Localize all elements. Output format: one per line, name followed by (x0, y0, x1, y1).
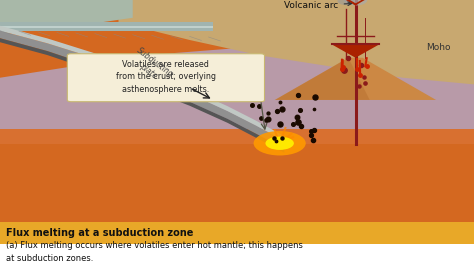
Polygon shape (118, 0, 474, 84)
Polygon shape (0, 0, 474, 222)
Text: Flux melting at a subduction zone: Flux melting at a subduction zone (6, 228, 193, 238)
Circle shape (344, 0, 367, 6)
Circle shape (254, 131, 306, 155)
Polygon shape (0, 31, 284, 149)
Polygon shape (0, 22, 213, 31)
Polygon shape (0, 26, 284, 141)
Polygon shape (0, 38, 284, 153)
Text: Moho: Moho (426, 43, 450, 52)
Polygon shape (0, 26, 213, 28)
FancyBboxPatch shape (0, 244, 474, 266)
FancyBboxPatch shape (67, 54, 264, 102)
Polygon shape (332, 44, 379, 58)
Circle shape (337, 0, 355, 5)
Polygon shape (275, 58, 436, 100)
Circle shape (265, 137, 294, 150)
Polygon shape (0, 44, 474, 222)
Polygon shape (0, 144, 474, 222)
Polygon shape (0, 0, 133, 33)
Text: Volatiles are released
from the crust; overlying
asthenosphere melts.: Volatiles are released from the crust; o… (116, 60, 216, 94)
Text: (a) Flux melting occurs where volatiles enter hot mantle; this happens
at subduc: (a) Flux melting occurs where volatiles … (6, 241, 302, 263)
Text: Subducting
plate: Subducting plate (128, 46, 175, 88)
Polygon shape (0, 129, 474, 144)
Text: Volcanic arc: Volcanic arc (284, 1, 352, 10)
FancyBboxPatch shape (0, 222, 474, 244)
Polygon shape (275, 58, 370, 100)
